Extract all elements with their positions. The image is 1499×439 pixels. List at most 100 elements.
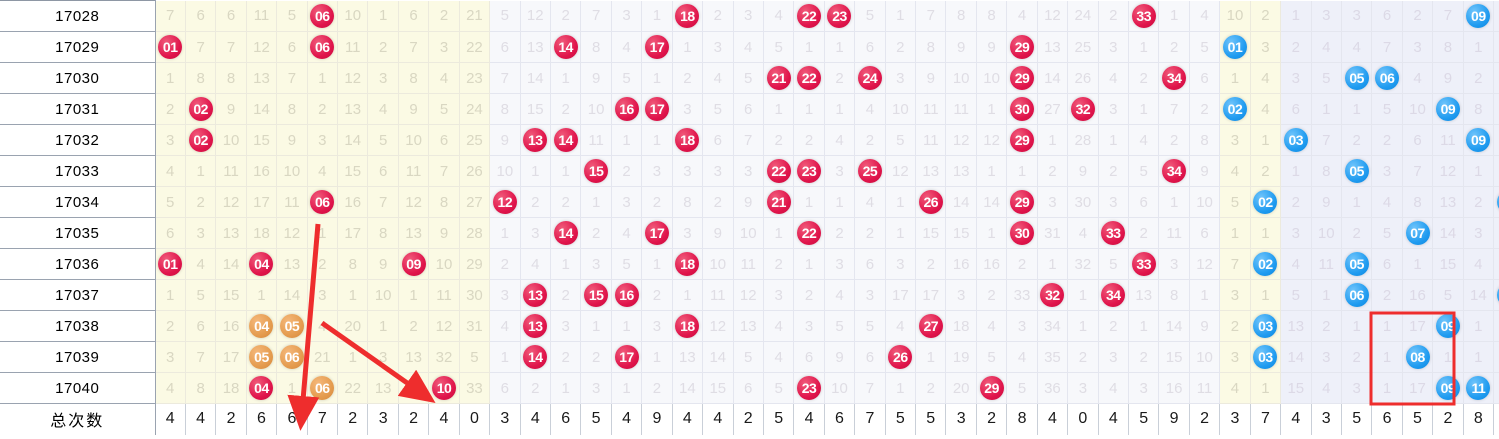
grid-cell[interactable]: 5 [489, 0, 521, 32]
grid-cell[interactable]: 3 [1463, 217, 1495, 249]
grid-cell[interactable]: 7 [398, 31, 430, 63]
grid-cell[interactable]: 14 [337, 124, 369, 156]
grid-cell[interactable]: 1 [550, 62, 582, 94]
grid-cell[interactable]: 6 [793, 341, 825, 373]
grid-cell[interactable]: 11 [1158, 217, 1190, 249]
grid-cell[interactable]: 16 [337, 186, 369, 218]
grid-cell[interactable]: 09 [398, 248, 430, 280]
grid-cell[interactable]: 14 [550, 31, 582, 63]
grid-cell[interactable]: 4 [976, 310, 1008, 342]
grid-cell[interactable]: 9 [1311, 186, 1342, 218]
grid-cell[interactable]: 06 [307, 186, 339, 218]
grid-cell[interactable]: 3 [1402, 31, 1434, 63]
grid-cell[interactable]: 06 [307, 0, 339, 32]
grid-cell[interactable]: 1 [550, 248, 582, 280]
grid-cell[interactable]: 05 [246, 341, 278, 373]
grid-cell[interactable]: 28 [1067, 124, 1099, 156]
grid-cell[interactable]: 1 [1371, 310, 1403, 342]
grid-cell[interactable]: 1 [885, 186, 917, 218]
grid-cell[interactable]: 9 [580, 62, 612, 94]
grid-cell[interactable]: 1 [246, 279, 278, 311]
grid-cell[interactable]: 12 [246, 31, 278, 63]
grid-cell[interactable]: 13 [520, 310, 551, 342]
grid-cell[interactable]: 11 [915, 93, 947, 125]
grid-cell[interactable]: 14 [672, 372, 704, 404]
grid-cell[interactable]: 1 [367, 310, 399, 342]
grid-cell[interactable]: 3 [185, 217, 217, 249]
grid-cell[interactable]: 2 [763, 124, 795, 156]
grid-cell[interactable]: 4 [307, 310, 339, 342]
grid-cell[interactable]: 15 [337, 155, 369, 187]
grid-cell[interactable]: 2 [580, 341, 612, 373]
grid-cell[interactable]: 13 [1037, 31, 1069, 63]
grid-cell[interactable]: 1 [1158, 0, 1190, 32]
grid-cell[interactable]: 10 [367, 279, 399, 311]
grid-cell[interactable]: 33 [1098, 217, 1130, 249]
grid-cell[interactable]: 14 [215, 248, 247, 280]
grid-cell[interactable]: 15 [580, 279, 612, 311]
grid-cell[interactable]: 02 [185, 93, 217, 125]
grid-cell[interactable]: 5 [976, 341, 1008, 373]
grid-cell[interactable]: 17 [337, 217, 369, 249]
grid-cell[interactable]: 1 [672, 279, 704, 311]
grid-cell[interactable]: 10 [489, 155, 521, 187]
grid-cell[interactable]: 1 [915, 341, 947, 373]
table-row[interactable]: 17038 2 6 16 04 05 4 20 1 2 12 31 4 13 3 1 1 3 18 12 13 4 3 5 5 4… [0, 310, 1499, 342]
grid-cell[interactable]: 4 [1311, 372, 1342, 404]
grid-cell[interactable]: 3 [733, 155, 764, 187]
grid-cell[interactable]: 5 [185, 279, 217, 311]
grid-cell[interactable]: 14 [1280, 341, 1312, 373]
grid-cell[interactable]: 5 [733, 62, 764, 94]
grid-cell[interactable]: 1 [155, 62, 186, 94]
grid-cell[interactable]: 16 [976, 248, 1008, 280]
grid-cell[interactable]: 12 [520, 0, 551, 32]
grid-cell[interactable]: 10 [1311, 217, 1342, 249]
grid-cell[interactable]: 17 [611, 341, 643, 373]
grid-cell[interactable]: 28 [459, 217, 491, 249]
grid-cell[interactable]: 6 [702, 124, 734, 156]
grid-cell[interactable]: 12 [276, 217, 308, 249]
grid-cell[interactable]: 05 [1341, 248, 1373, 280]
grid-cell[interactable]: 25 [459, 124, 491, 156]
grid-cell[interactable]: 1 [1432, 341, 1464, 373]
grid-cell[interactable]: 8 [915, 31, 947, 63]
grid-cell[interactable]: 10 [398, 124, 430, 156]
grid-cell[interactable]: 2 [915, 372, 947, 404]
grid-cell[interactable]: 4 [763, 0, 795, 32]
grid-cell[interactable]: 30 [1006, 217, 1038, 249]
grid-cell[interactable]: 32 [1067, 93, 1099, 125]
grid-cell[interactable]: 4 [1280, 248, 1312, 280]
grid-cell[interactable]: 15 [915, 217, 947, 249]
grid-cell[interactable]: 2 [915, 248, 947, 280]
grid-cell[interactable]: 7 [489, 62, 521, 94]
grid-cell[interactable]: 8 [1432, 31, 1464, 63]
grid-cell[interactable]: 2 [1280, 186, 1312, 218]
grid-cell[interactable]: 4 [854, 93, 886, 125]
grid-cell[interactable]: 13 [1128, 279, 1160, 311]
grid-cell[interactable]: 6 [854, 248, 886, 280]
grid-cell[interactable]: 3 [1311, 0, 1342, 32]
grid-cell[interactable]: 4 [1250, 62, 1282, 94]
grid-cell[interactable]: 13 [398, 217, 430, 249]
grid-cell[interactable]: 15 [246, 124, 278, 156]
grid-cell[interactable]: 4 [885, 310, 917, 342]
grid-cell[interactable]: 7 [1371, 31, 1403, 63]
grid-cell[interactable]: 5 [155, 186, 186, 218]
grid-cell[interactable]: 2 [1189, 93, 1221, 125]
grid-cell[interactable]: 1 [611, 310, 643, 342]
grid-cell[interactable]: 34 [1158, 155, 1190, 187]
grid-cell[interactable]: 1 [1463, 155, 1495, 187]
grid-cell[interactable]: 12 [702, 310, 734, 342]
grid-cell[interactable]: 2 [672, 62, 704, 94]
grid-cell[interactable]: 2 [1341, 341, 1373, 373]
grid-cell[interactable]: 2 [1098, 0, 1130, 32]
grid-cell[interactable]: 2 [976, 279, 1008, 311]
grid-cell[interactable]: 5 [763, 31, 795, 63]
grid-cell[interactable]: 4 [1189, 0, 1221, 32]
grid-cell[interactable]: 14 [702, 341, 734, 373]
grid-cell[interactable]: 33 [1128, 0, 1160, 32]
grid-cell[interactable]: 1 [367, 0, 399, 32]
table-row[interactable]: 17034 5 2 12 17 11 06 16 7 12 8 27 12 2 2 1 3 2 8 2 9 21 1 1 4 1 2… [0, 186, 1499, 218]
grid-cell[interactable]: 4 [1006, 341, 1038, 373]
grid-cell[interactable]: 8 [1158, 279, 1190, 311]
